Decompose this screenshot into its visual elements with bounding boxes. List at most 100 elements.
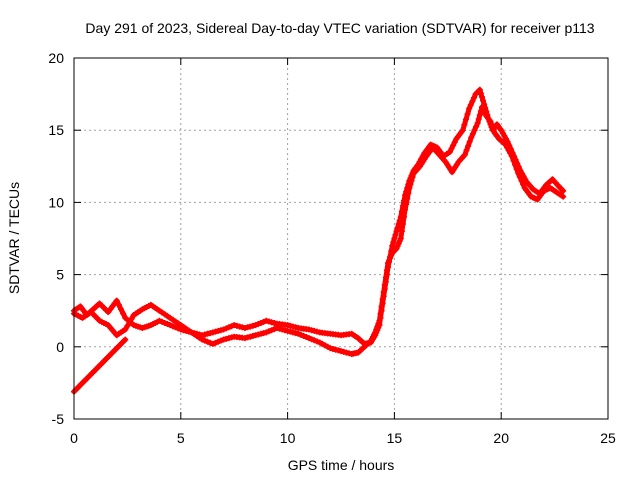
data-point-marker xyxy=(473,123,480,130)
data-point-marker xyxy=(407,181,414,188)
data-point-marker xyxy=(516,174,523,181)
data-point-marker xyxy=(471,127,478,134)
data-layer xyxy=(71,86,567,395)
data-point-marker xyxy=(403,201,410,208)
data-point-marker xyxy=(409,174,416,181)
data-point-marker xyxy=(406,184,413,191)
data-point-marker xyxy=(121,337,128,344)
data-point-marker xyxy=(508,153,515,160)
data-point-marker xyxy=(513,166,520,173)
data-point-marker xyxy=(392,246,399,253)
data-point-marker xyxy=(379,296,386,303)
data-point-marker xyxy=(389,242,396,249)
data-point-marker xyxy=(466,105,473,112)
data-point-marker xyxy=(461,121,468,128)
series-line xyxy=(71,104,566,357)
data-point-marker xyxy=(462,116,469,123)
data-point-marker xyxy=(465,143,472,150)
data-point-marker xyxy=(467,101,474,108)
data-point-marker xyxy=(383,267,390,274)
data-point-marker xyxy=(128,315,135,322)
data-point-marker xyxy=(487,118,494,125)
data-point-marker xyxy=(461,151,468,158)
x-tick-label: 5 xyxy=(177,430,185,446)
data-point-marker xyxy=(375,320,382,327)
data-point-marker xyxy=(559,186,566,193)
data-point-marker xyxy=(381,281,388,288)
y-tick-label: 20 xyxy=(48,50,64,66)
ticks: 0 5 10 15 20 25 -5 0 5 10 15 20 xyxy=(48,50,616,446)
data-point-marker xyxy=(464,110,471,117)
data-point-marker xyxy=(489,124,496,131)
data-point-marker xyxy=(378,303,385,310)
data-point-marker xyxy=(404,195,411,202)
x-tick-label: 20 xyxy=(493,430,509,446)
data-point-marker xyxy=(468,134,475,141)
x-axis-label: GPS time / hours xyxy=(288,457,395,473)
data-point-marker xyxy=(115,301,122,308)
plot-frame xyxy=(73,57,609,420)
data-point-marker xyxy=(113,297,120,304)
data-point-marker xyxy=(477,90,484,97)
data-point-marker xyxy=(469,130,476,137)
data-point-marker xyxy=(459,127,466,134)
data-point-marker xyxy=(446,148,453,155)
data-point-marker xyxy=(398,228,405,235)
data-point-marker xyxy=(475,116,482,123)
data-point-marker xyxy=(122,326,129,333)
data-point-marker xyxy=(373,326,380,333)
y-tick-label: 0 xyxy=(56,339,64,355)
y-tick-label: -5 xyxy=(52,411,65,427)
data-point-marker xyxy=(474,119,481,126)
data-point-marker xyxy=(124,322,131,329)
data-point-marker xyxy=(405,190,412,197)
series-ramp xyxy=(71,336,129,395)
data-point-marker xyxy=(478,93,485,100)
data-point-marker xyxy=(120,310,127,317)
data-point-marker xyxy=(402,206,409,213)
data-point-marker xyxy=(520,181,527,188)
y-tick-label: 5 xyxy=(56,267,64,283)
x-tick-label: 10 xyxy=(280,430,296,446)
data-point-marker xyxy=(450,142,457,149)
x-tick-label: 25 xyxy=(600,430,616,446)
data-point-marker xyxy=(377,310,384,317)
data-point-marker xyxy=(451,139,458,146)
data-point-marker xyxy=(380,288,387,295)
y-tick-label: 15 xyxy=(48,122,64,138)
data-point-marker xyxy=(122,336,129,343)
data-point-marker xyxy=(463,147,470,154)
data-point-marker xyxy=(394,224,401,231)
data-point-marker xyxy=(408,177,415,184)
data-point-marker xyxy=(476,86,483,93)
data-point-marker xyxy=(374,323,381,330)
data-point-marker xyxy=(512,161,519,168)
data-point-marker xyxy=(448,145,455,152)
data-point-marker xyxy=(476,112,483,119)
data-point-marker xyxy=(480,97,487,104)
x-tick-label: 15 xyxy=(387,430,403,446)
data-point-marker xyxy=(469,98,476,105)
data-point-marker xyxy=(488,121,495,128)
data-point-marker xyxy=(518,177,525,184)
data-point-marker xyxy=(510,157,517,164)
data-point-marker xyxy=(560,193,567,200)
data-point-marker xyxy=(401,213,408,220)
data-point-marker xyxy=(515,170,522,177)
data-point-marker xyxy=(126,319,133,326)
chart-title: Day 291 of 2023, Sidereal Day-to-day VTE… xyxy=(85,20,594,36)
y-tick-label: 10 xyxy=(48,194,64,210)
data-point-marker xyxy=(466,138,473,145)
y-axis-label: SDTVAR / TECUs xyxy=(6,182,22,294)
x-tick-label: 0 xyxy=(70,430,78,446)
data-point-marker xyxy=(392,231,399,238)
data-point-marker xyxy=(560,187,567,194)
data-point-marker xyxy=(397,235,404,242)
data-point-marker xyxy=(490,127,497,134)
series-track-b xyxy=(71,104,567,358)
data-point-marker xyxy=(390,239,397,246)
data-point-marker xyxy=(399,221,406,228)
data-point-marker xyxy=(391,235,398,242)
grid xyxy=(74,58,608,419)
